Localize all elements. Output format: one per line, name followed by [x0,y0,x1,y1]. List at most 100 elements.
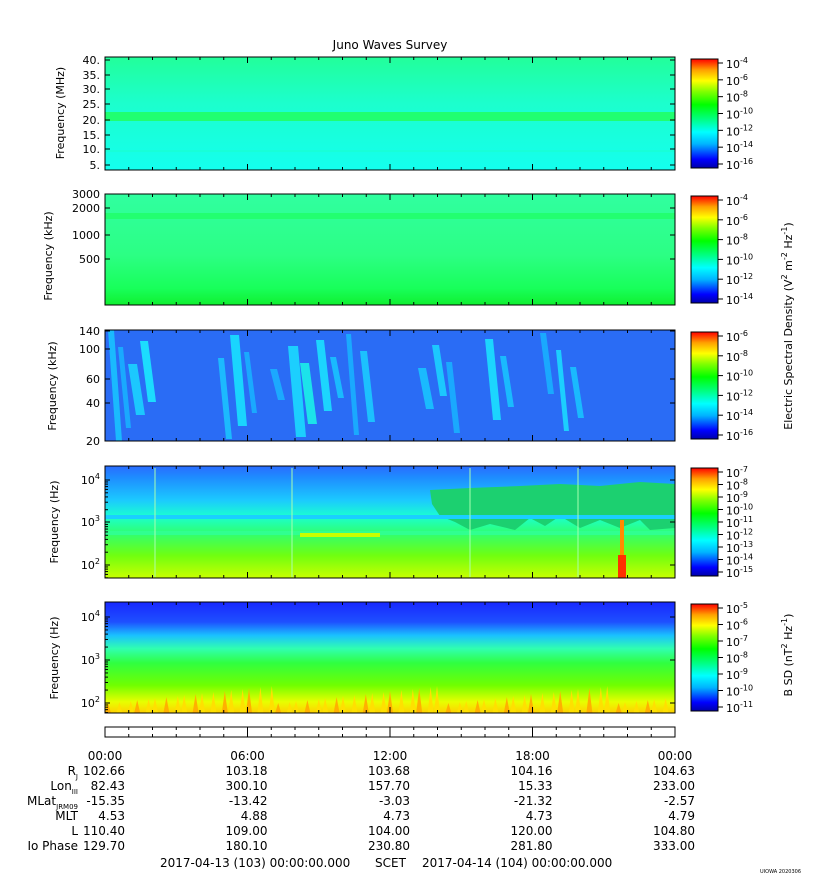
ylabel-magnetic: Frequency (Hz) [48,617,61,700]
emission-burst [346,334,359,435]
ephemeris-value: 102.66 [83,764,125,778]
emission-burst [300,363,317,424]
ephemeris-value: 120.00 [511,824,553,838]
spectral-spike [286,702,293,713]
ephemeris-label: RJ [68,764,78,781]
ephemeris-value: 157.70 [368,779,410,793]
emission-burst [288,346,306,437]
ephemeris-value: 104.80 [653,824,695,838]
spectrogram-lfr-high [105,330,675,441]
ephemeris-value: 300.10 [226,779,268,793]
colorbar-tick-label: 10-8 [726,233,748,248]
y-tick-label: 2000 [72,202,100,215]
ephemeris-value: 180.10 [226,839,268,853]
spectral-spike [510,696,517,713]
colorbar-tick-label: 10-12 [726,528,753,543]
colorbar-label-magnetic: B SD (nT2 Hz-1) [780,614,795,697]
spectral-spike [362,694,369,713]
emission-burst [118,347,131,428]
colorbar-tick-label: 10-10 [726,107,753,122]
spectral-spike [615,703,622,713]
ephemeris-value: 15.33 [518,779,552,793]
spectral-spike [463,701,470,713]
colorbar-tick-label: 10-4 [726,193,748,208]
y-tick-label: 20. [83,114,101,127]
spectral-spike [134,700,141,713]
emission-burst [316,340,332,411]
spectral-spike [622,702,628,713]
spectral-spike [380,692,387,713]
colorbar-tick-label: 10-11 [726,700,753,715]
spectral-spike [221,691,228,713]
colorbar-tick-label: 10-14 [726,292,753,307]
ephemeris-value: 103.68 [368,764,410,778]
ephemeris-label: Io Phase [27,839,78,853]
emission-burst [418,368,434,409]
spectral-spike [315,699,322,713]
emission-burst [485,339,501,420]
colorbar-tick-label: 10-5 [726,601,748,616]
colorbar-tick-label: 10-8 [726,478,748,493]
spectral-spike [550,692,557,713]
spectral-spike [181,695,188,713]
spectral-spike [192,694,199,713]
colorbar-tick-label: 10-8 [726,651,748,666]
colorbar [690,195,719,304]
emission-burst [128,364,145,415]
ephemeris-value: 82.43 [91,779,125,793]
spectral-spike [340,696,346,713]
colorbar-tick-label: 10-12 [726,388,753,403]
y-tick-label: 40. [83,54,101,67]
spectral-spike [174,696,181,713]
spectral-spike [127,701,134,713]
y-tick-label: 103 [81,514,100,529]
ylabel-lfr-high: Frequency (kHz) [46,341,59,430]
emission-burst [556,350,569,431]
ephemeris-value: 103.18 [226,764,268,778]
colorbar-tick-label: 10-10 [726,503,753,518]
time-label: 12:00 [373,749,408,763]
ephemeris-value: -13.42 [229,794,268,808]
emission-burst [270,369,285,400]
y-tick-label: 5. [90,159,101,172]
panel-lfr-high: 140 100 60 40 20 Frequency (kHz) [46,325,676,448]
footer-end: 2017-04-14 (104) 00:00:00.000 [422,856,612,870]
colorbar-tick-label: 10-6 [726,73,748,88]
colorbar-tick-label: 10-14 [726,553,753,568]
colorbar-tick-label: 10-6 [726,213,748,228]
spectral-spike [333,697,340,713]
spectral-spike [662,698,669,713]
ephemeris-label: L [71,824,78,838]
colorbar-tick-label: 10-14 [726,408,753,423]
footer-stamp: UIOWA 2020306 [760,869,801,875]
y-tick-label: 30. [83,83,101,96]
spectral-spike [210,692,217,713]
y-tick-label: 35. [83,69,101,82]
spectral-spike [246,688,252,713]
spectral-spike [427,687,434,713]
spectral-spike [105,703,111,713]
ephemeris-value: -15.35 [86,794,125,808]
colorbar-tick-label: 10-7 [726,634,748,649]
emission-burst [570,367,584,418]
colorbar-tick-label: 10-16 [726,428,753,443]
colorbar-tick-label: 10-8 [726,90,748,105]
emission-burst [446,362,460,433]
ephemeris-value: -3.03 [379,794,410,808]
y-tick-label: 15. [83,129,101,142]
spectral-spike [586,688,593,713]
spectral-spike [145,699,152,713]
y-tick-label: 25. [83,98,101,111]
spectral-spike [434,686,440,713]
colorbar-tick-label: 10-8 [726,349,748,364]
colorbar-tick-label: 10-16 [726,157,753,172]
spectral-spike [416,688,423,713]
spectral-spike [257,687,264,713]
emission-burst [140,341,156,402]
spectral-spike [604,686,611,713]
spectral-spike [503,697,510,713]
ephemeris-value: 333.00 [653,839,695,853]
spectral-spike [387,691,393,713]
ephemeris-value: 104.00 [368,824,410,838]
spectral-spike [239,689,246,713]
